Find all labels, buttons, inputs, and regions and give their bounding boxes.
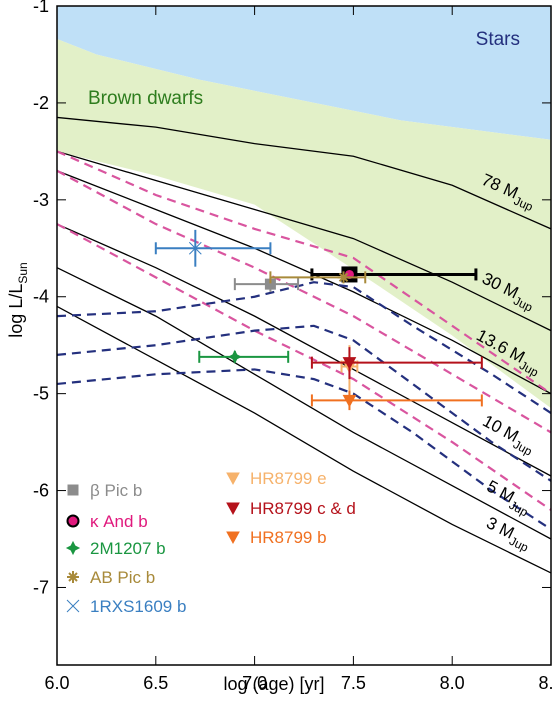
y-tick-label: -5	[33, 384, 49, 404]
plot	[57, 6, 551, 574]
stars-region	[57, 6, 551, 140]
mass-track	[57, 267, 551, 540]
track-label: 10 MJup	[478, 411, 540, 459]
hot-start-track	[57, 169, 551, 434]
legend-marker	[67, 484, 79, 496]
x-tick-label: 8.5	[538, 673, 553, 693]
x-tick-label: 6.5	[143, 673, 168, 693]
x-tick-label: 7.0	[242, 673, 267, 693]
marker	[342, 357, 357, 370]
y-tick-label: -1	[33, 0, 49, 16]
legend-label: HR8799 c & d	[250, 499, 356, 518]
track-label-sub: Jup	[507, 534, 531, 555]
marker	[337, 271, 350, 284]
marker	[342, 394, 357, 408]
legend-label: HR8799 e	[250, 469, 327, 488]
legend-marker	[226, 472, 240, 486]
x-tick-label: 7.5	[341, 673, 366, 693]
hot-start-track	[57, 223, 551, 511]
x-tick-label: 8.0	[440, 673, 465, 693]
region-label: Brown dwarfs	[88, 88, 203, 109]
mass-track	[57, 170, 551, 395]
legend-marker	[66, 514, 80, 528]
track-label: 5 MJup	[482, 477, 535, 520]
cold-start-track	[57, 368, 551, 531]
legend-marker	[66, 599, 80, 613]
mass-track	[57, 305, 551, 574]
x-tick-label: 6.0	[44, 673, 69, 693]
y-axis-label-main: log L/L	[6, 284, 26, 338]
hot-start-track	[57, 150, 551, 395]
marker	[188, 241, 202, 255]
legend-label: HR8799 b	[250, 528, 327, 547]
x-axis-label: log (age) [yr]	[223, 674, 324, 694]
legend-marker	[226, 502, 240, 516]
legend-label: β Pic b	[90, 481, 142, 500]
marker	[227, 349, 242, 364]
legend-label: 2M1207 b	[90, 539, 166, 558]
mass-track	[57, 116, 551, 230]
legend-label: κ And b	[90, 512, 148, 531]
legend-label: AB Pic b	[90, 568, 155, 587]
legend-marker	[226, 531, 240, 545]
y-tick-label: -2	[33, 93, 49, 113]
y-tick-label: -6	[33, 481, 49, 501]
mass-track	[57, 150, 551, 332]
plot-frame	[56, 5, 552, 666]
y-tick-label: -7	[33, 577, 49, 597]
region-label: Stars	[476, 29, 520, 50]
mass-track	[57, 223, 551, 477]
y-tick-label: -3	[33, 190, 49, 210]
y-axis-label: log L/LSun	[6, 262, 30, 337]
track-label: 3 MJup	[482, 513, 535, 555]
legend-marker	[65, 540, 81, 556]
y-tick-label: -4	[33, 287, 49, 307]
legend-label: 1RXS1609 b	[90, 597, 186, 616]
y-axis-label-sub: Sun	[16, 262, 30, 283]
legend-marker	[67, 571, 79, 583]
cold-start-track	[57, 324, 551, 482]
